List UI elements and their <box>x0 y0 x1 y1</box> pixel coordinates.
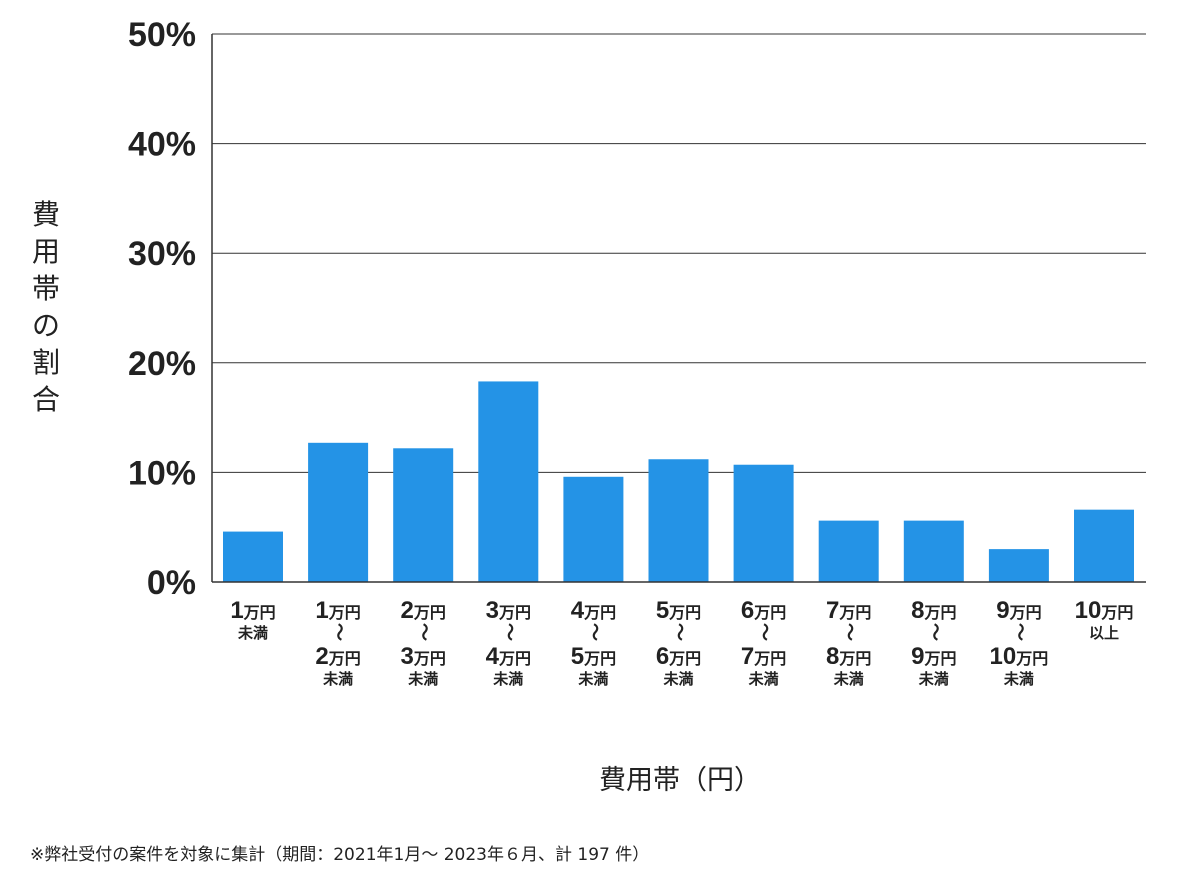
y-tick-label: 40% <box>128 126 196 164</box>
x-category-label: 1万円 <box>230 597 275 624</box>
x-category-label: 7万円 <box>826 597 871 624</box>
x-category-label: 3万円 <box>486 597 531 624</box>
x-category-label: 〜 <box>499 623 519 641</box>
y-tick-label: 20% <box>128 345 196 383</box>
bar <box>563 476 624 582</box>
y-tick-label: 0% <box>147 564 196 602</box>
x-category-label: 7万円 <box>741 643 786 670</box>
x-category-label: 8万円 <box>826 643 871 670</box>
bar <box>903 520 964 582</box>
y-axis-title-char: 費 <box>31 198 60 231</box>
x-category-label: 未満 <box>237 624 268 642</box>
x-category-label: 5万円 <box>656 597 701 624</box>
x-category-label: 4万円 <box>486 643 531 670</box>
bar <box>648 459 709 582</box>
x-category-label: 4万円 <box>571 597 616 624</box>
x-category-label: 6万円 <box>741 597 786 624</box>
y-axis-title: 費用帯の割合 <box>26 196 66 418</box>
y-tick-label: 50% <box>128 16 196 54</box>
y-axis-title-char: 帯 <box>31 272 60 305</box>
x-category-label: 〜 <box>414 623 434 641</box>
y-axis-title-char: の <box>31 309 60 342</box>
x-category-label: 未満 <box>918 670 949 688</box>
y-tick-label: 30% <box>128 235 196 273</box>
x-category-label: 以上 <box>1089 625 1119 642</box>
x-category-label: 2万円 <box>315 643 360 670</box>
footnote: ※弊社受付の案件を対象に集計（期間：2021年1月～ 2023年６月、計 197… <box>30 845 650 865</box>
x-category-label: 未満 <box>407 670 438 688</box>
x-category-label: 未満 <box>492 670 523 688</box>
bar <box>478 381 539 582</box>
x-category-label: 未満 <box>322 670 353 688</box>
y-axis-ticks: 0% 10% 20% 30% 40% 50% <box>128 16 196 602</box>
x-category-label: 〜 <box>1010 623 1030 641</box>
x-category-label: 9万円 <box>996 597 1041 624</box>
y-tick-label: 10% <box>128 454 196 492</box>
x-category-label: 1万円 <box>315 597 360 624</box>
x-axis-title: 費用帯（円） <box>599 765 761 796</box>
x-category-label: 〜 <box>925 623 945 641</box>
x-category-label: 10万円 <box>990 643 1049 670</box>
bar <box>1074 509 1134 582</box>
bar <box>988 549 1049 582</box>
x-category-label: 9万円 <box>911 643 956 670</box>
y-axis-title-char: 割 <box>31 346 60 379</box>
y-axis-title-char: 用 <box>31 235 60 268</box>
bar <box>818 520 879 582</box>
x-category-label: 〜 <box>755 623 775 641</box>
x-category-label: 未満 <box>833 670 864 688</box>
grid-lines <box>212 33 1146 473</box>
bar <box>733 464 794 582</box>
x-category-label: 3万円 <box>401 643 446 670</box>
x-category-label: 10万円 <box>1075 597 1134 624</box>
x-axis-categories: 1万円未満1万円〜2万円未満2万円〜3万円未満3万円〜4万円未満4万円〜5万円未… <box>230 597 1133 688</box>
x-category-label: 8万円 <box>911 597 956 624</box>
x-category-label: 〜 <box>840 623 860 641</box>
bar <box>308 442 369 582</box>
x-category-label: 未満 <box>748 670 779 688</box>
bars <box>223 381 1134 582</box>
x-category-label: 未満 <box>577 670 608 688</box>
x-category-label: 未満 <box>662 670 693 688</box>
x-category-label: 未満 <box>1003 670 1034 688</box>
bar <box>393 448 454 582</box>
x-category-label: 5万円 <box>571 643 616 670</box>
x-category-label: 6万円 <box>656 643 701 670</box>
x-category-label: 2万円 <box>401 597 446 624</box>
x-category-label: 〜 <box>584 623 604 641</box>
x-category-label: 〜 <box>329 623 349 641</box>
x-category-label: 〜 <box>670 623 690 641</box>
y-axis-title-char: 合 <box>31 383 60 416</box>
bar <box>223 531 283 582</box>
bar-chart: 0%10%20%30%40%50% 1万円未満1万円〜2万円未満2万円〜3万円未… <box>128 16 1146 688</box>
